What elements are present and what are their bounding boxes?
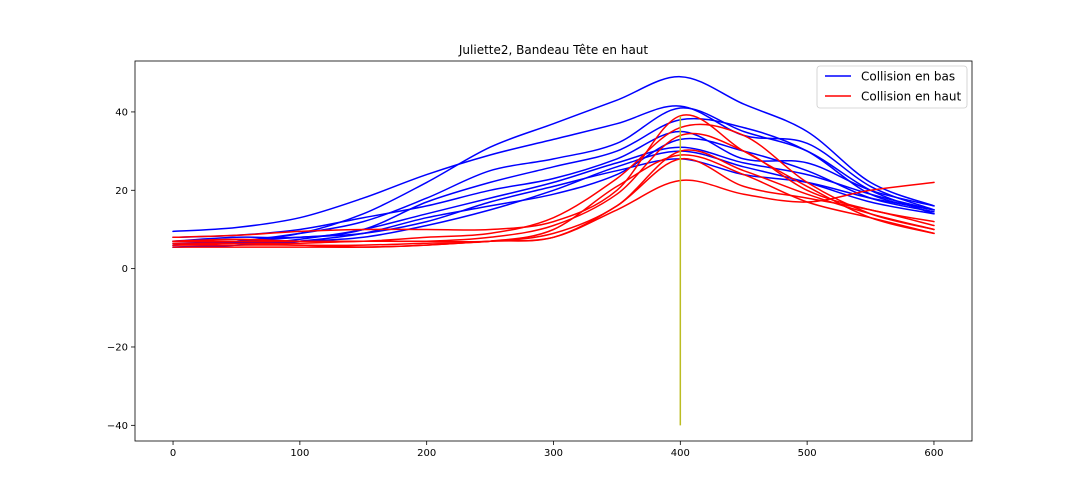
series-line-collision-en-haut	[172, 149, 935, 243]
legend-label: Collision en haut	[861, 90, 961, 104]
x-tick-label: 100	[290, 448, 309, 459]
x-tick-label: 0	[170, 448, 176, 459]
chart-title: Juliette2, Bandeau Tête en haut	[458, 43, 649, 57]
y-tick-label: 20	[115, 186, 128, 197]
x-tick-label: 300	[544, 448, 563, 459]
y-tick-label: 40	[115, 107, 128, 118]
plot-content	[172, 75, 935, 426]
y-tick-label: −40	[107, 421, 128, 432]
x-tick-label: 500	[798, 448, 817, 459]
series-line-collision-en-bas	[172, 146, 935, 248]
legend-box	[816, 65, 968, 109]
legend-label: Collision en bas	[861, 70, 955, 84]
series-line-collision-en-bas	[172, 130, 935, 239]
x-tick-label: 400	[671, 448, 690, 459]
series-line-collision-en-bas	[172, 105, 935, 233]
series-line-collision-en-haut	[172, 114, 935, 239]
series-line-collision-en-haut	[172, 179, 935, 248]
y-axis-ticks: −40 −20 0 20 40	[107, 107, 135, 432]
x-tick-label: 600	[924, 448, 943, 459]
series-line-collision-en-haut	[172, 132, 935, 246]
y-tick-label: 0	[122, 264, 128, 275]
x-tick-label: 200	[417, 448, 436, 459]
y-tick-label: −20	[107, 342, 128, 353]
legend: Collision en bas Collision en haut	[816, 65, 968, 109]
x-axis-ticks: 0 100 200 300 400 500 600	[170, 441, 944, 459]
